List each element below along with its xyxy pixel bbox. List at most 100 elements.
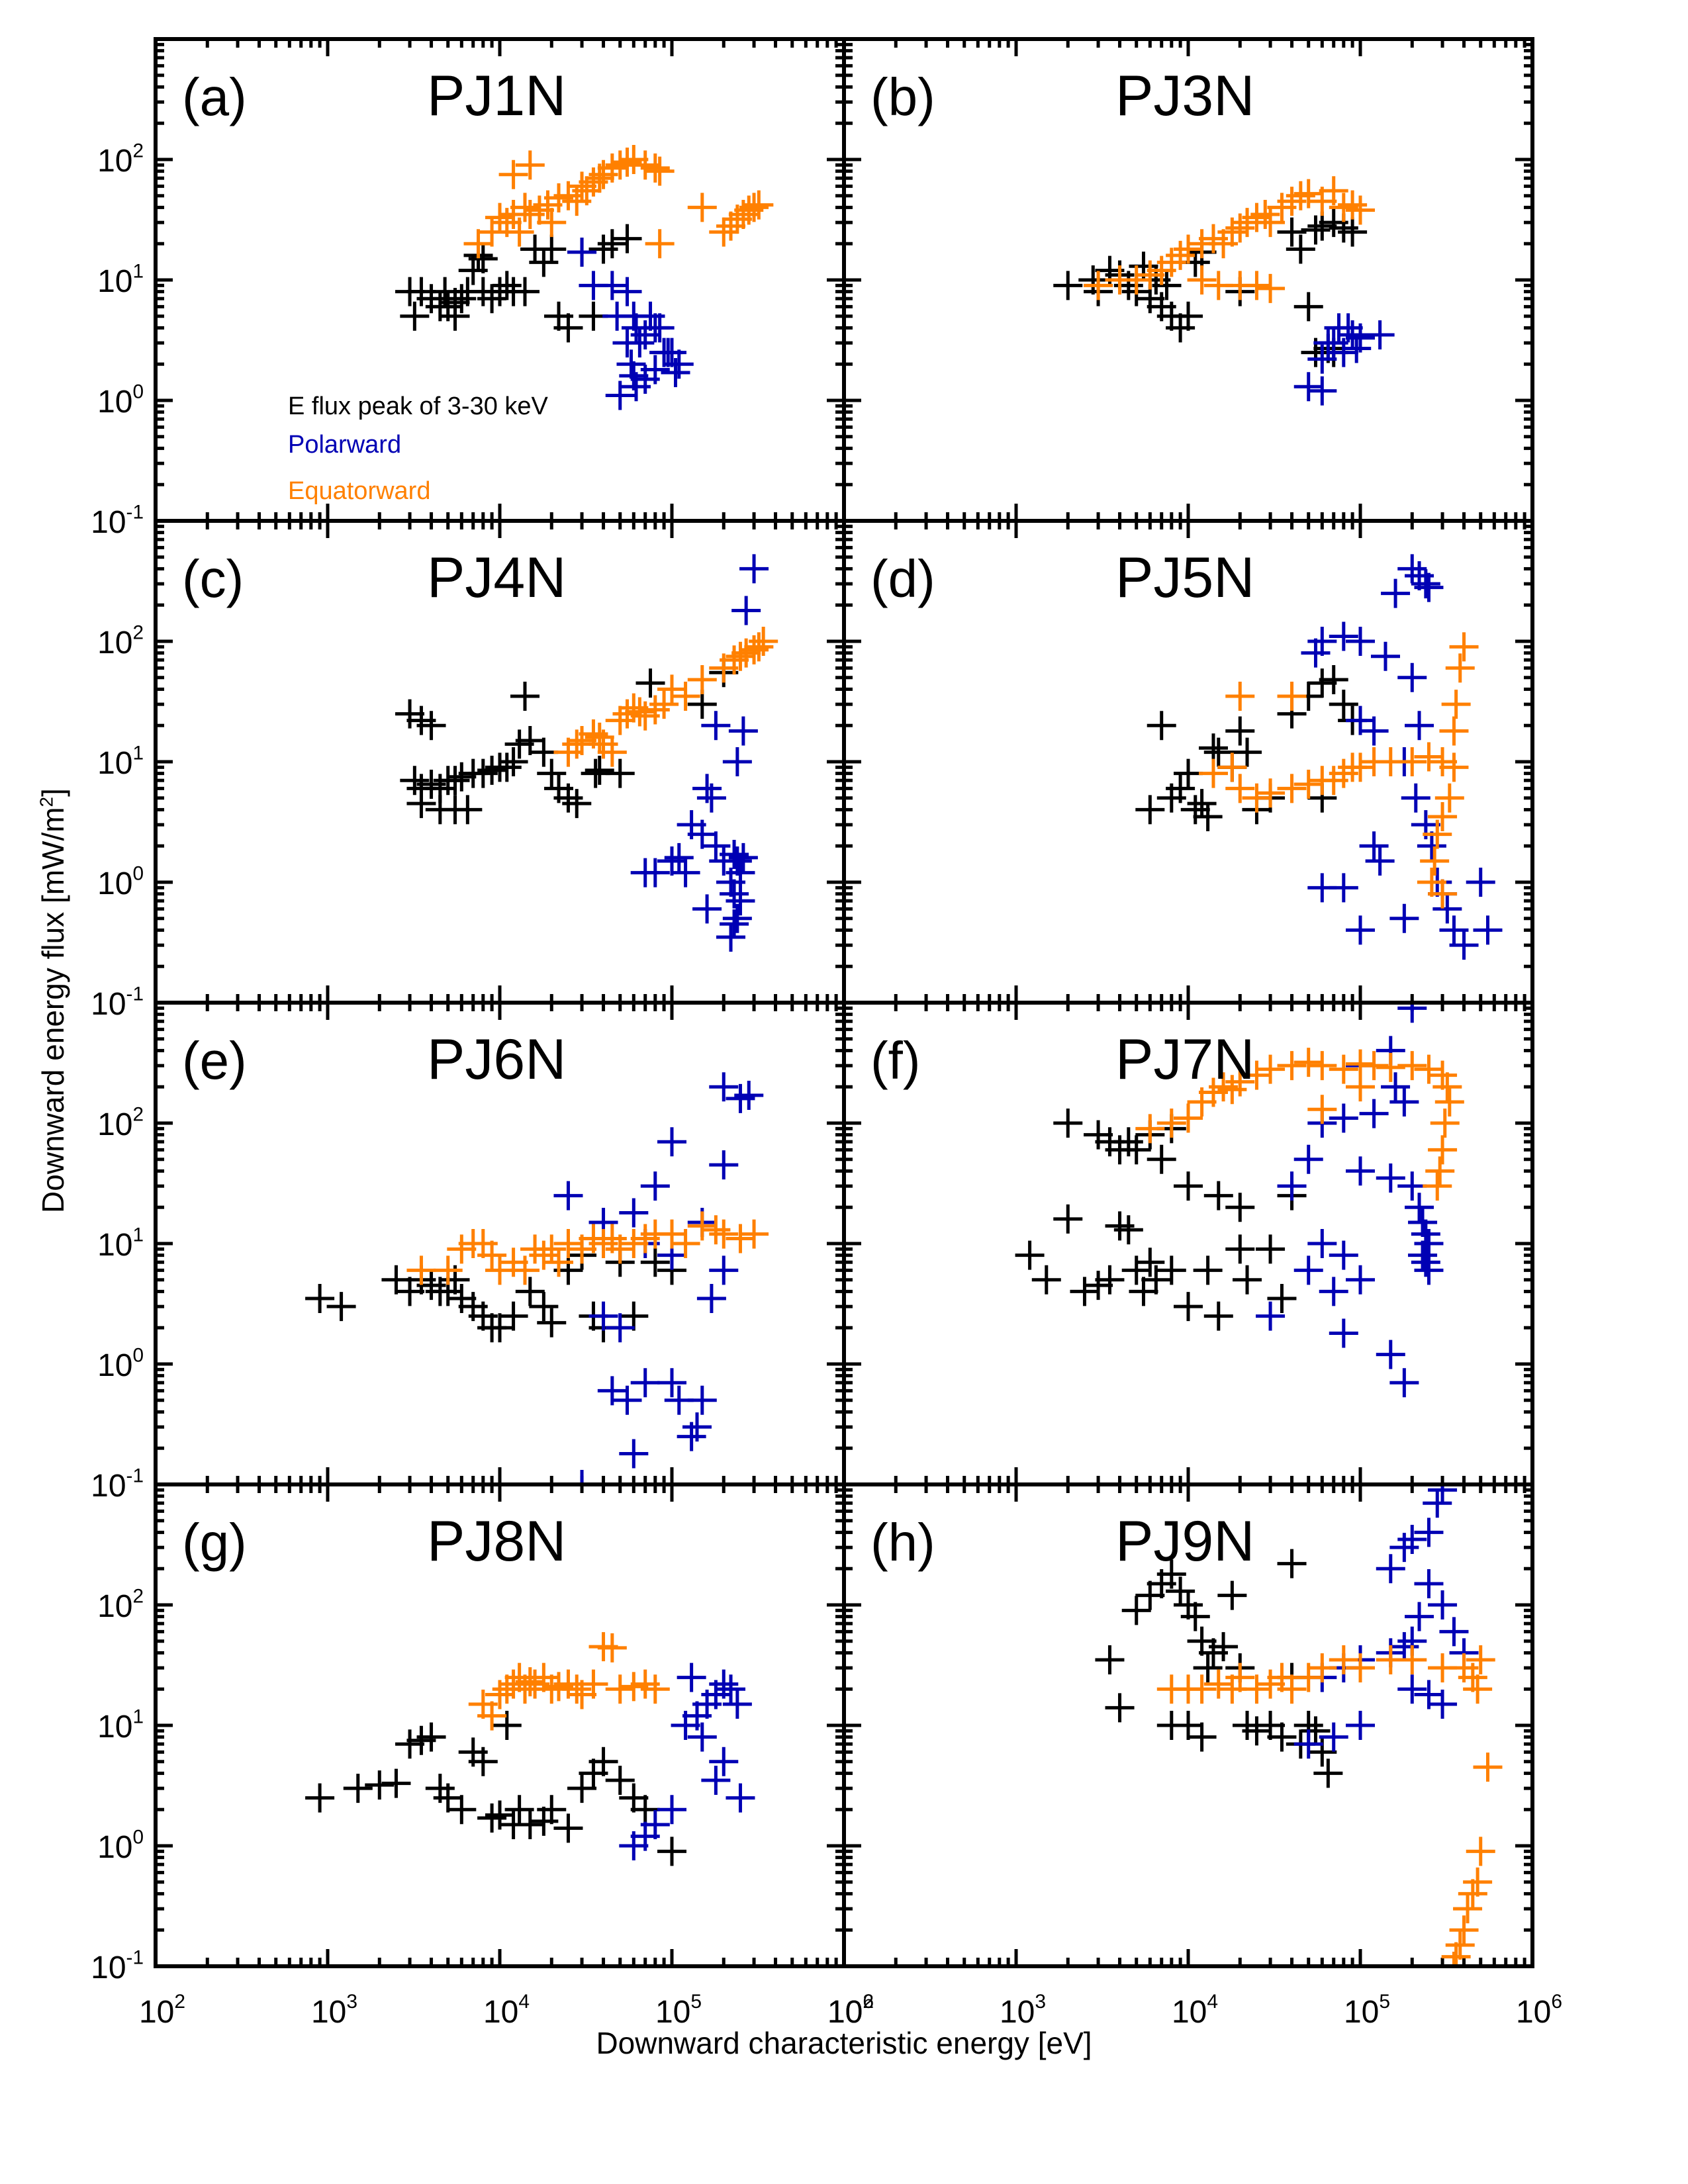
point-polar — [612, 277, 642, 306]
point-peak — [305, 1283, 335, 1313]
point-peak — [1286, 234, 1315, 264]
point-equator — [640, 153, 670, 183]
point-peak — [477, 1803, 507, 1833]
y-tick-label: 102 — [97, 1103, 144, 1142]
point-peak — [1147, 1144, 1176, 1174]
point-equator — [1256, 1054, 1286, 1084]
point-equator — [1166, 240, 1196, 270]
point-peak — [1217, 1580, 1247, 1610]
point-peak — [537, 758, 567, 788]
point-peak — [1307, 668, 1337, 698]
point-peak — [529, 1806, 559, 1836]
point-equator — [1121, 265, 1151, 295]
point-equator — [645, 229, 675, 259]
point-equator — [1277, 1674, 1307, 1704]
point-polar — [1329, 1240, 1358, 1270]
point-peak — [619, 1783, 649, 1813]
point-equator — [605, 1674, 635, 1704]
point-polar — [1408, 1207, 1438, 1237]
point-equator — [1225, 213, 1255, 243]
point-peak — [1225, 1234, 1255, 1264]
point-polar — [709, 1747, 739, 1776]
point-peak — [1277, 1549, 1307, 1578]
point-peak — [1070, 1277, 1100, 1306]
point-peak — [581, 758, 610, 788]
point-peak — [1084, 1271, 1113, 1300]
point-peak — [1307, 211, 1337, 241]
point-polar — [1405, 711, 1434, 741]
point-equator — [605, 705, 635, 735]
point-equator — [1453, 1894, 1483, 1924]
point-peak — [1121, 1135, 1151, 1165]
point-polar — [1346, 915, 1375, 945]
point-equator — [1430, 1109, 1460, 1138]
point-equator — [553, 1229, 583, 1258]
point-equator — [1256, 273, 1286, 303]
y-tick-label: 100 — [97, 381, 144, 420]
point-equator — [1277, 681, 1307, 711]
point-peak — [1267, 1283, 1297, 1313]
point-equator — [1449, 632, 1479, 662]
panel-label: (f) — [870, 1031, 921, 1090]
point-polar — [605, 1313, 635, 1343]
point-polar — [728, 842, 758, 872]
point-polar — [1411, 569, 1440, 599]
point-equator — [477, 1240, 507, 1270]
point-equator — [1458, 1879, 1487, 1909]
point-polar — [709, 1669, 739, 1699]
point-peak — [440, 301, 470, 331]
point-polar — [1301, 638, 1331, 668]
point-equator — [1217, 752, 1247, 782]
point-peak — [1293, 292, 1323, 322]
point-equator — [477, 217, 507, 247]
point-equator — [1423, 819, 1452, 849]
point-equator — [1174, 234, 1203, 264]
point-peak — [585, 755, 614, 785]
point-peak — [1209, 1632, 1239, 1662]
point-peak — [1225, 716, 1255, 746]
point-polar — [1370, 641, 1400, 671]
point-polar — [1405, 1193, 1434, 1222]
point-peak — [1313, 1758, 1343, 1788]
point-peak — [468, 1747, 498, 1776]
point-equator — [1217, 1674, 1247, 1704]
point-equator — [744, 190, 774, 220]
point-polar — [1381, 1072, 1411, 1102]
point-polar — [1439, 1617, 1469, 1647]
point-polar — [1338, 320, 1368, 349]
point-peak — [447, 284, 477, 314]
point-peak — [1156, 1255, 1186, 1285]
point-peak — [1166, 774, 1196, 803]
point-equator — [1256, 1669, 1286, 1699]
point-polar — [612, 328, 642, 358]
point-peak — [553, 1813, 583, 1843]
point-equator — [1242, 271, 1272, 300]
y-tick-label: 10-1 — [91, 501, 144, 540]
point-equator — [1156, 1109, 1186, 1138]
point-equator — [1242, 1674, 1272, 1704]
point-equator — [529, 1662, 559, 1692]
point-equator — [1359, 1051, 1389, 1081]
point-equator — [1397, 1051, 1427, 1081]
point-equator — [612, 699, 642, 729]
point-equator — [537, 208, 567, 238]
point-peak — [630, 1795, 660, 1825]
panel-title: PJ3N — [1115, 64, 1254, 128]
point-peak — [515, 1809, 545, 1839]
point-peak — [1233, 1265, 1262, 1295]
point-peak — [1078, 265, 1108, 295]
point-peak — [1166, 1576, 1196, 1606]
point-equator — [1307, 1095, 1337, 1124]
point-peak — [1174, 301, 1203, 331]
point-polar — [1417, 831, 1446, 861]
point-polar — [1397, 554, 1427, 584]
point-equator — [529, 1240, 559, 1270]
point-equator — [1423, 1171, 1452, 1201]
point-polar — [726, 886, 755, 916]
panel-title: PJ4N — [427, 546, 566, 610]
point-polar — [657, 1795, 686, 1825]
point-polar — [1359, 831, 1389, 861]
panel-title: PJ6N — [427, 1028, 566, 1091]
point-peak — [1180, 1602, 1210, 1631]
point-peak — [1053, 271, 1083, 300]
